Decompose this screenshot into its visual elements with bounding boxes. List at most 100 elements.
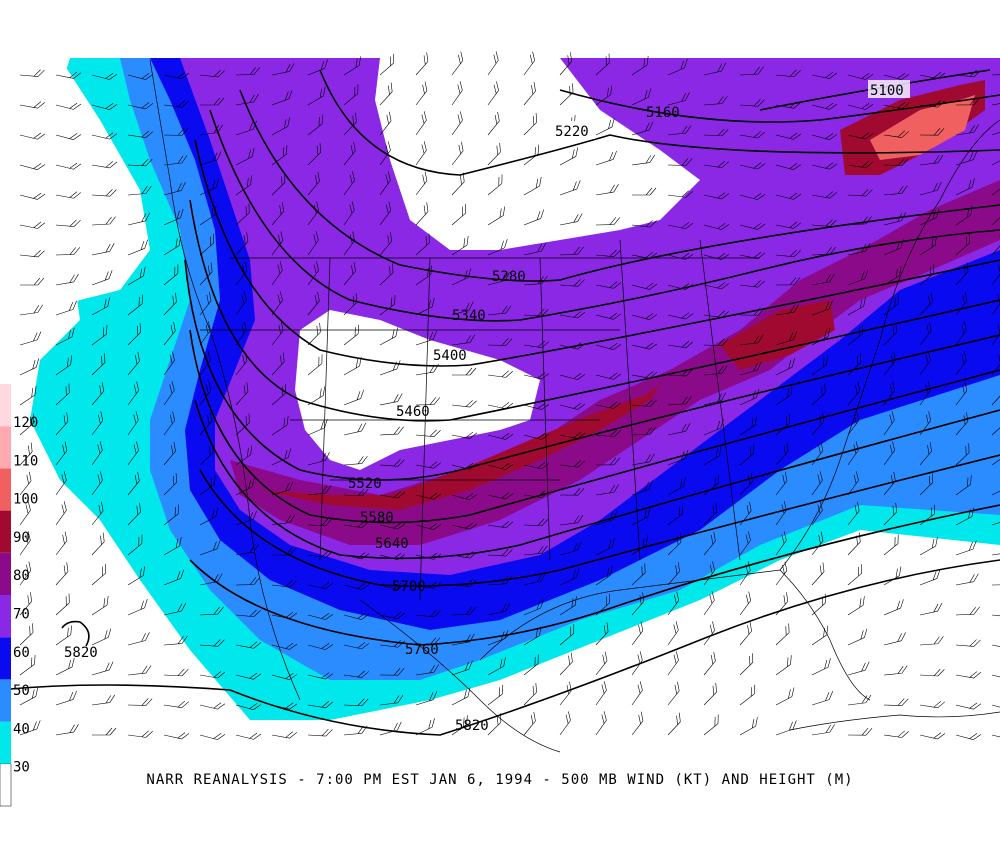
wind-barb bbox=[127, 73, 154, 80]
wind-barb bbox=[847, 596, 865, 616]
wind-barb bbox=[235, 577, 261, 586]
contour-label: 5340 bbox=[452, 308, 486, 324]
wind-barb bbox=[811, 441, 824, 466]
wind-barb bbox=[991, 93, 1000, 106]
wind-barb bbox=[307, 518, 333, 526]
wind-barb bbox=[307, 114, 323, 136]
wind-barb bbox=[487, 206, 506, 226]
wind-barb bbox=[811, 471, 823, 496]
wind-barb bbox=[595, 312, 622, 320]
wind-barb bbox=[559, 541, 582, 556]
legend-swatch bbox=[0, 384, 11, 427]
wind-barb bbox=[235, 544, 259, 556]
wind-barb bbox=[415, 397, 441, 406]
wind-barb bbox=[739, 251, 766, 259]
wind-barb bbox=[811, 273, 835, 286]
wind-barb bbox=[271, 383, 286, 406]
wind-barb bbox=[667, 533, 682, 556]
wind-barb bbox=[415, 637, 441, 646]
wind-barb bbox=[19, 304, 44, 316]
wind-barb bbox=[487, 174, 503, 196]
wind-barb bbox=[991, 382, 1000, 406]
wind-barb bbox=[523, 144, 539, 166]
wind-barb bbox=[487, 576, 512, 586]
wind-barb bbox=[91, 441, 103, 466]
wind-barb bbox=[775, 331, 798, 346]
wind-barb bbox=[667, 477, 686, 496]
height-contour bbox=[559, 89, 1000, 123]
coastline-east bbox=[779, 119, 1000, 571]
wind-barb bbox=[307, 322, 321, 346]
wind-barb bbox=[703, 531, 716, 556]
wind-barb bbox=[199, 321, 211, 346]
wind-barb bbox=[559, 624, 575, 646]
wind-barb bbox=[127, 471, 140, 496]
wind-barb bbox=[127, 411, 139, 436]
wind-barb bbox=[55, 724, 79, 736]
wind-barb bbox=[343, 84, 359, 106]
wind-barb bbox=[703, 192, 730, 200]
wind-barb bbox=[451, 431, 478, 439]
wind-barb bbox=[487, 111, 500, 136]
wind-barb bbox=[955, 639, 981, 647]
wind-barb bbox=[199, 233, 214, 256]
wind-barb bbox=[415, 265, 432, 286]
wind-barb bbox=[955, 124, 979, 136]
wind-barb bbox=[415, 52, 429, 76]
wind-barb bbox=[883, 102, 910, 110]
wind-barb bbox=[739, 162, 766, 170]
boundary-line bbox=[539, 257, 551, 561]
wind-barb bbox=[703, 651, 716, 676]
wind-barb bbox=[415, 691, 438, 706]
wind-barb bbox=[523, 113, 538, 136]
wind-barb bbox=[19, 561, 32, 586]
wind-barb bbox=[631, 507, 651, 526]
wind-barb bbox=[811, 593, 826, 616]
legend-label: 30 bbox=[13, 760, 30, 776]
wind-barb bbox=[91, 411, 104, 436]
wind-barb bbox=[379, 640, 405, 648]
wind-barb bbox=[631, 55, 649, 76]
wind-barb bbox=[379, 393, 403, 406]
wind-barb bbox=[343, 422, 367, 436]
wind-barb bbox=[775, 720, 797, 736]
wind-barb bbox=[991, 445, 1000, 466]
wind-barb bbox=[559, 431, 586, 439]
legend-swatch bbox=[0, 426, 11, 469]
wind-barb bbox=[487, 338, 513, 346]
wind-barb bbox=[631, 313, 658, 320]
wind-barb bbox=[307, 143, 322, 166]
height-contour bbox=[319, 69, 1000, 176]
wind-barb bbox=[307, 231, 319, 256]
wind-barb bbox=[19, 442, 33, 466]
wind-barb bbox=[667, 423, 691, 436]
wind-barb bbox=[739, 622, 752, 646]
wind-barb bbox=[523, 682, 537, 706]
wind-barb bbox=[811, 531, 824, 556]
height-contour bbox=[61, 620, 90, 647]
wind-barb bbox=[703, 561, 715, 586]
wind-barb bbox=[775, 249, 801, 258]
wind-barb bbox=[235, 672, 262, 680]
height-contour-layer bbox=[0, 69, 1000, 736]
wind-barb bbox=[271, 117, 290, 136]
wind-barb bbox=[955, 507, 975, 526]
wind-barb bbox=[451, 111, 463, 136]
wind-barb bbox=[739, 131, 766, 139]
wind-barb bbox=[559, 52, 573, 76]
wind-barb bbox=[847, 532, 861, 556]
contour-label: 5220 bbox=[555, 124, 589, 140]
wind-barb bbox=[523, 372, 550, 380]
wind-barb bbox=[523, 82, 536, 106]
wind-barb bbox=[523, 626, 542, 646]
wind-barb bbox=[559, 514, 584, 526]
wind-barb bbox=[55, 300, 77, 316]
wind-barb bbox=[235, 147, 255, 166]
wind-barb bbox=[883, 441, 895, 466]
legend-label: 50 bbox=[13, 683, 30, 699]
wind-barb bbox=[631, 563, 646, 586]
wind-barb bbox=[271, 63, 295, 76]
height-contour bbox=[184, 259, 1000, 481]
wind-barb bbox=[919, 264, 935, 286]
wind-barb bbox=[811, 625, 829, 646]
